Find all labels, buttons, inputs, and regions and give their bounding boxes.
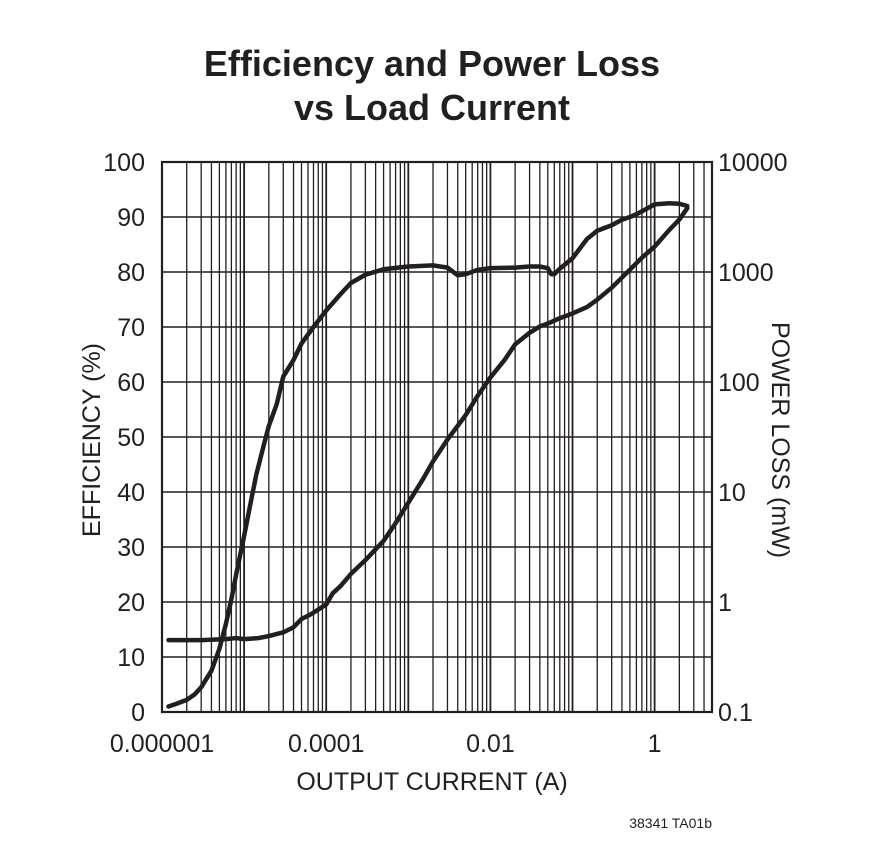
y-right-tick-label: 0.1 (718, 699, 753, 727)
y-left-tick-label: 60 (117, 369, 145, 397)
efficiency-curve (166, 201, 690, 709)
x-axis-label: OUTPUT CURRENT (A) (296, 768, 567, 796)
y-axis-right-label: POWER LOSS (mW) (766, 322, 794, 558)
plot-frame (160, 160, 714, 714)
y-right-tick-label: 1000 (718, 259, 774, 287)
y-left-tick-label: 0 (131, 699, 145, 727)
y-axis-left-label: EFFICIENCY (%) (78, 343, 106, 537)
y-left-tick-label: 50 (117, 424, 145, 452)
y-right-tick-label: 100 (718, 369, 760, 397)
x-tick-label: 1 (648, 730, 662, 758)
y-right-tick-label: 1 (718, 589, 732, 617)
y-left-tick-label: 70 (117, 314, 145, 342)
y-left-tick-label: 40 (117, 479, 145, 507)
y-left-tick-label: 10 (117, 644, 145, 672)
y-left-tick-label: 100 (103, 149, 145, 177)
chart-title-line-1: Efficiency and Power Loss (204, 43, 660, 84)
tick-labels: 0.000001 0.0001 0.01 1010203040506070809010… (103, 149, 787, 758)
y-left-tick-label: 30 (117, 534, 145, 562)
y-left-tick-label: 20 (117, 589, 145, 617)
y-left-tick-label: 90 (117, 204, 145, 232)
x-tick-label: 0.000001 (110, 730, 214, 758)
x-tick-label: 0.0001 (288, 730, 364, 758)
y-right-tick-label: 10000 (718, 149, 788, 177)
x-tick-label: 0.01 (466, 730, 515, 758)
power-loss-curve (166, 205, 690, 643)
grid (160, 160, 714, 714)
y-right-tick-label: 10 (718, 479, 746, 507)
figure-code: 38341 TA01b (629, 815, 712, 831)
y-left-tick-label: 80 (117, 259, 145, 287)
chart-title-line-2: vs Load Current (294, 87, 570, 128)
series-layer (166, 201, 690, 709)
